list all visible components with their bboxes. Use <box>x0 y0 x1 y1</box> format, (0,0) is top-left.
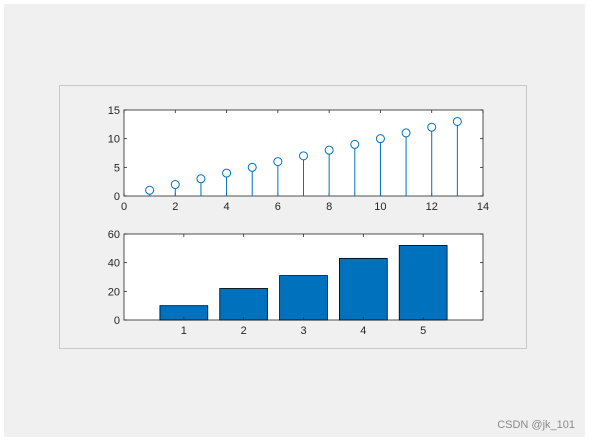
x-tick-label: 10 <box>374 201 386 213</box>
y-tick-label: 10 <box>108 134 120 146</box>
x-tick-label: 4 <box>360 325 366 337</box>
x-tick-label: 2 <box>241 325 247 337</box>
stem-plot-axes: 0 2 4 6 8 10 12 14 0 5 10 15 <box>108 105 489 213</box>
stem-marker <box>170 180 180 190</box>
y-tick-label: 60 <box>108 229 120 241</box>
watermark-text: CSDN @jk_101 <box>497 419 575 431</box>
bar <box>338 257 388 321</box>
stem-marker <box>196 174 206 184</box>
stem-marker <box>350 139 360 149</box>
stem-marker <box>427 122 437 132</box>
bar <box>398 245 448 321</box>
y-tick-label: 20 <box>108 286 120 298</box>
x-tick-label: 8 <box>326 201 332 213</box>
stem-marker <box>375 134 385 144</box>
stem-marker <box>222 168 232 178</box>
stem-marker <box>401 128 411 138</box>
stem-marker <box>452 116 462 126</box>
x-tick-label: 12 <box>426 201 438 213</box>
bar-plot-axes: 0 20 40 60 1 2 3 4 5 <box>108 229 484 337</box>
y-tick-label: 15 <box>108 105 120 117</box>
stem-marker <box>299 151 308 161</box>
x-tick-label: 6 <box>275 201 281 213</box>
x-tick-label: 14 <box>477 201 489 213</box>
y-tick-label: 5 <box>114 162 120 174</box>
stem-marker <box>273 157 283 167</box>
stem-marker <box>324 145 334 155</box>
y-tick-label: 40 <box>108 258 120 270</box>
stem-marker <box>145 185 155 195</box>
x-tick-label: 0 <box>121 201 127 213</box>
stem-marker <box>247 162 257 172</box>
bar <box>219 288 269 321</box>
x-tick-label: 5 <box>420 325 426 337</box>
x-tick-label: 1 <box>181 325 187 337</box>
y-tick-label: 0 <box>114 191 120 203</box>
y-tick-label: 0 <box>114 315 120 327</box>
x-tick-label: 3 <box>300 325 306 337</box>
x-tick-label: 2 <box>172 201 178 213</box>
x-tick-label: 4 <box>224 201 230 213</box>
bar <box>279 275 328 321</box>
